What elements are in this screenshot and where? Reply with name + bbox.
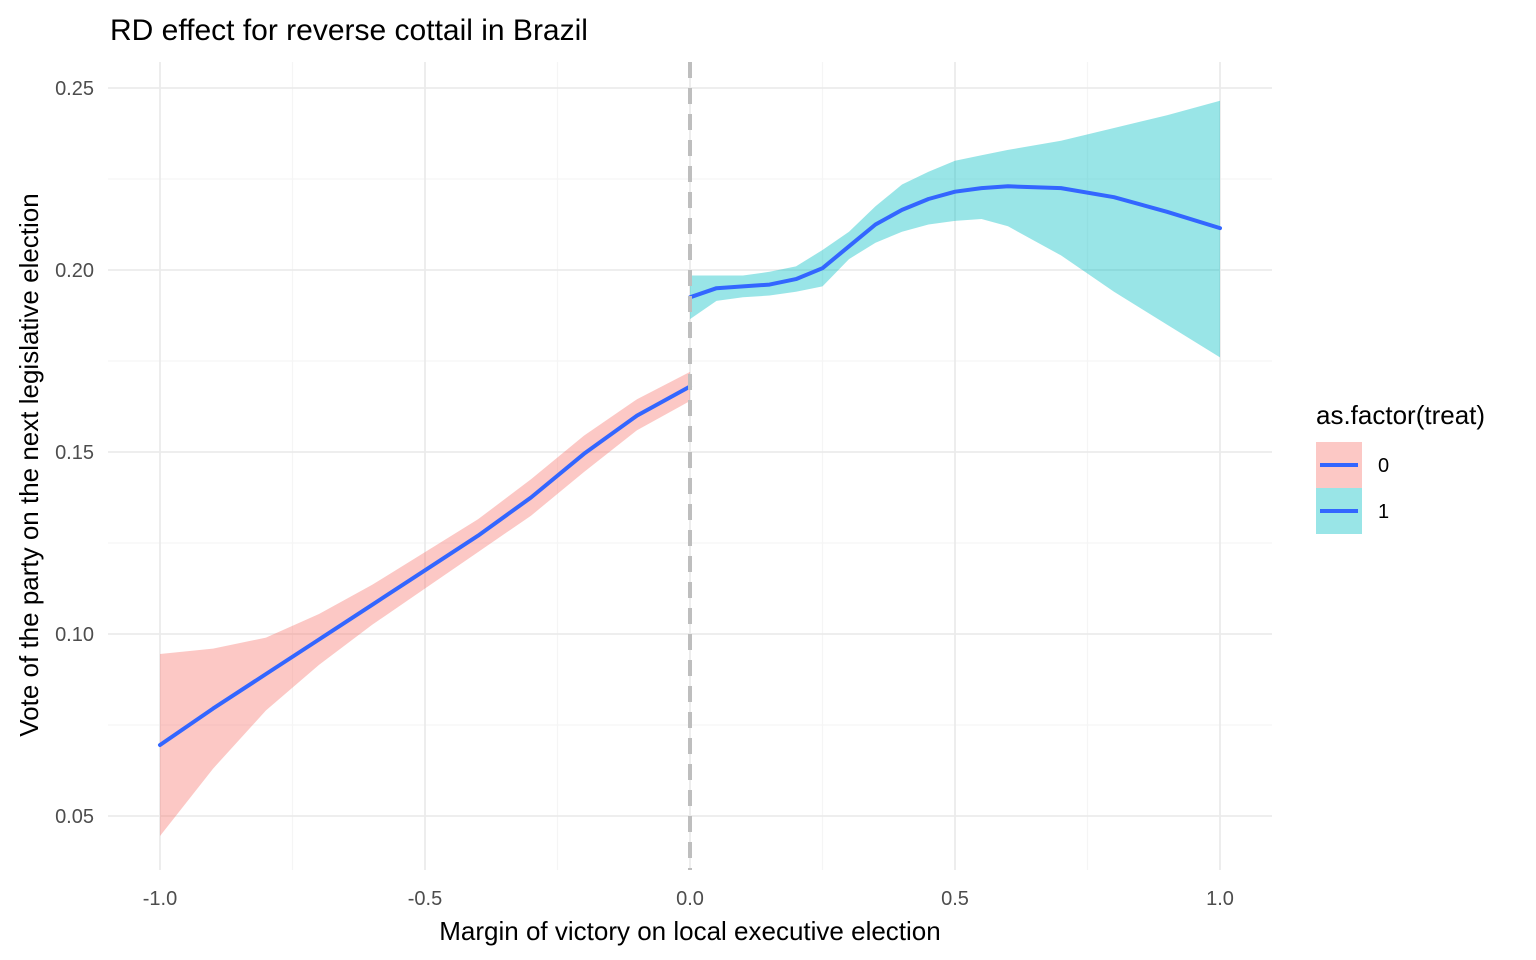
legend: as.factor(treat) 0 1 [1316,400,1485,534]
fit-line-1 [688,184,1222,300]
fit-line-0 [158,384,692,747]
x-axis-tick-labels: -1.0 -0.5 0.0 0.5 1.0 [143,888,1234,910]
chart-title: RD effect for reverse cottail in Brazil [110,14,588,47]
x-tick-label-2: 0.0 [676,888,704,910]
fit-lines [158,184,1222,747]
x-tick-label-3: 0.5 [941,888,969,910]
y-tick-label-4: 0.25 [55,78,94,100]
y-axis-title: Vote of the party on the next legislativ… [14,193,44,736]
y-tick-label-1: 0.10 [55,624,94,646]
x-tick-label-4: 1.0 [1206,888,1234,910]
legend-label-1: 1 [1378,501,1389,523]
legend-title: as.factor(treat) [1316,400,1485,430]
y-tick-label-0: 0.05 [55,806,94,828]
y-tick-label-2: 0.15 [55,442,94,464]
y-axis-tick-labels: 0.05 0.10 0.15 0.20 0.25 [55,78,94,828]
confidence-ribbons [160,100,1220,836]
x-tick-label-0: -1.0 [143,888,177,910]
ribbon-0 [160,371,690,836]
legend-label-0: 0 [1378,455,1389,477]
y-tick-label-3: 0.20 [55,260,94,282]
x-tick-label-1: -0.5 [408,888,442,910]
x-axis-title: Margin of victory on local executive ele… [439,916,940,946]
ribbon-1 [690,100,1220,358]
